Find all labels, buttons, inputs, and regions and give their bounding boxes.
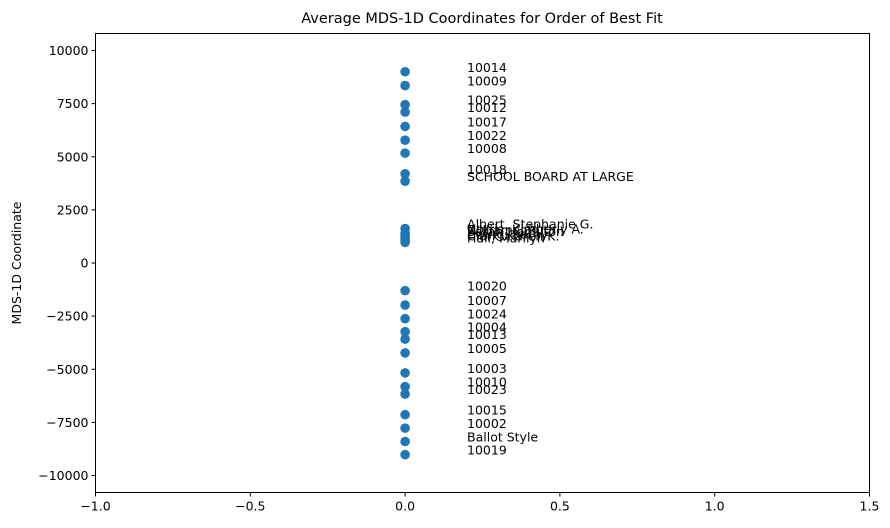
data-point [400,168,410,179]
y-tick-label: −10000 [38,468,88,483]
data-point [400,148,410,158]
data-point [400,423,410,433]
point-label: 10013 [467,327,507,342]
y-tick-label: −5000 [46,362,88,377]
x-tick-label: −1.0 [80,499,110,514]
data-point [400,237,410,248]
x-tick-label: 1.5 [860,499,880,514]
plot-frame [95,33,870,493]
data-point [400,334,410,344]
data-point [400,436,410,447]
y-tick-label: 2500 [57,202,89,217]
point-label: 10002 [467,416,507,431]
point-label: 10009 [467,74,507,89]
point-label: Albert, Stephanie G. [467,217,593,232]
data-point [400,285,410,296]
point-label: 10025 [467,93,507,108]
point-label: Hall, Marilyn [467,230,545,245]
y-axis-label: MDS-1D Coordinate [9,201,24,324]
y-tick-label: −2500 [46,309,88,324]
y-tick-label: 5000 [57,149,89,164]
point-label: 10007 [467,293,507,308]
data-point [400,121,410,132]
point-label: Ballot Style [467,430,538,445]
y-axis-ticks: −10000 −7500 −5000 −2500 0 2500 5000 7500 10000 [38,43,96,483]
point-label: 10005 [467,341,507,356]
point-label: 10015 [467,403,507,418]
point-label: 10010 [467,375,507,390]
point-label: Ewing, Kathy [467,227,549,242]
point-label: Sarah Hamilton [467,224,564,239]
point-label: 10023 [467,382,507,397]
point-label: 10020 [467,279,507,294]
point-label: 10022 [467,128,507,143]
point-label: SCHOOL BOARD AT LARGE [467,169,634,184]
x-tick-label: 0.5 [550,499,570,514]
x-axis-ticks: −1.0 −0.5 0.0 0.5 1.0 1.5 [80,492,880,514]
data-point [400,107,410,117]
data-point [400,176,410,186]
y-tick-label: 0 [81,256,89,271]
point-label: 10004 [467,320,507,335]
point-label: 10014 [467,60,507,75]
data-point [400,313,410,324]
data-point [400,80,410,91]
data-point [400,409,410,420]
point-label: Clark, Karen K. [467,229,559,244]
chart-title: Average MDS-1D Coordinates for Order of … [301,11,663,27]
point-label: 10018 [467,162,507,177]
point-label: 10012 [467,100,507,115]
data-point [400,326,410,337]
data-point [400,348,410,358]
scatter-points [400,66,410,460]
point-label: 10017 [467,114,507,129]
y-tick-label: 10000 [49,43,89,58]
point-label: Williams, Ruth [467,223,556,238]
data-point [400,381,410,392]
x-tick-label: 0.0 [395,499,415,514]
x-tick-label: −0.5 [235,499,265,514]
data-point [400,99,410,110]
point-label: Norris, Kimberly A. [467,221,584,236]
point-label: 10003 [467,361,507,376]
data-point [400,389,410,399]
data-point [400,135,410,145]
point-label: 10008 [467,141,507,156]
x-tick-label: 1.0 [705,499,725,514]
data-point [400,66,410,77]
point-label: 10019 [467,443,507,458]
data-point [400,368,410,378]
y-tick-label: −7500 [46,415,88,430]
point-label: 10024 [467,307,507,322]
y-tick-label: 7500 [57,96,89,111]
data-point [400,300,410,310]
data-point [400,449,410,460]
